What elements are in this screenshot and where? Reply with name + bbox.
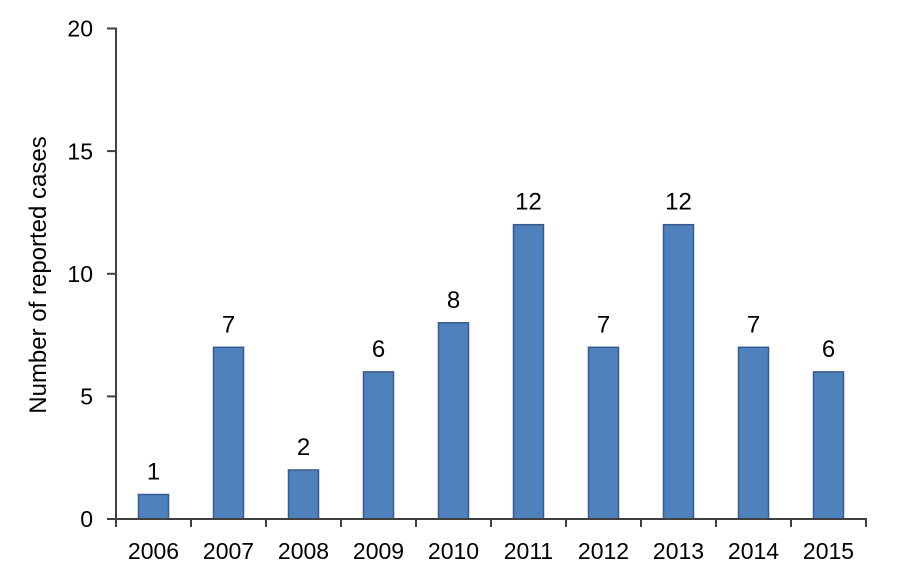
svg-text:2007: 2007 xyxy=(203,538,254,564)
svg-text:2: 2 xyxy=(297,434,310,461)
svg-text:2008: 2008 xyxy=(278,538,329,564)
svg-text:2011: 2011 xyxy=(504,538,553,564)
svg-text:0: 0 xyxy=(80,506,93,532)
svg-text:2009: 2009 xyxy=(353,538,404,564)
svg-text:Number of reported cases: Number of reported cases xyxy=(25,136,52,413)
svg-text:10: 10 xyxy=(67,261,93,287)
svg-text:2006: 2006 xyxy=(128,538,179,564)
svg-text:12: 12 xyxy=(515,189,542,216)
svg-text:2010: 2010 xyxy=(428,538,479,564)
svg-text:7: 7 xyxy=(747,311,760,338)
svg-text:2012: 2012 xyxy=(578,538,629,564)
svg-text:12: 12 xyxy=(665,189,692,216)
svg-text:7: 7 xyxy=(597,311,610,338)
svg-text:5: 5 xyxy=(80,384,93,410)
svg-text:6: 6 xyxy=(822,336,835,363)
svg-text:2015: 2015 xyxy=(803,538,854,564)
svg-text:7: 7 xyxy=(222,311,235,338)
svg-text:2013: 2013 xyxy=(653,538,704,564)
svg-text:6: 6 xyxy=(372,336,385,363)
svg-text:1: 1 xyxy=(147,459,160,486)
svg-text:20: 20 xyxy=(67,16,93,42)
svg-text:8: 8 xyxy=(447,287,460,314)
svg-text:15: 15 xyxy=(67,138,93,164)
svg-text:2014: 2014 xyxy=(728,538,779,564)
